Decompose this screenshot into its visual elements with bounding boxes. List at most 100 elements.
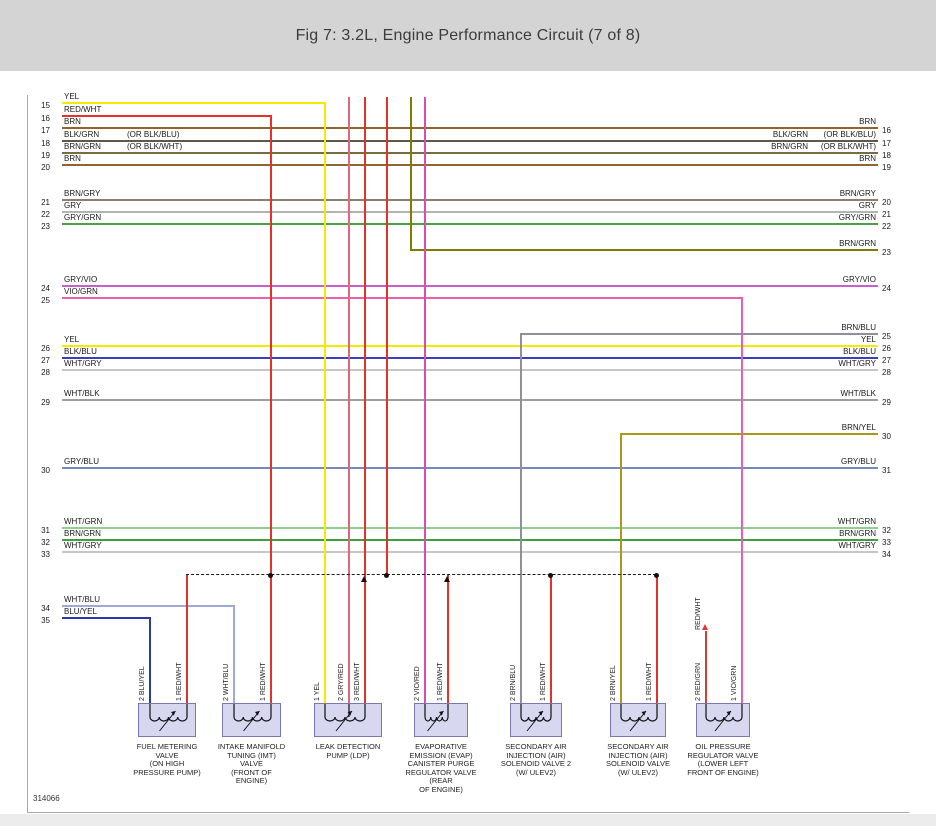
component-caption-line: (LOWER LEFT — [697, 759, 749, 768]
pin-number-left: 18 — [41, 139, 50, 148]
component-caption-line: CANISTER PURGE — [407, 759, 475, 768]
pin-number-left: 29 — [41, 398, 50, 407]
pin-number-right: 31 — [882, 466, 891, 475]
pin-number-left: 35 — [41, 616, 50, 625]
component-caption-line: SECONDARY AIR — [505, 742, 567, 751]
wire-color-label: WHT/BLK — [64, 389, 100, 398]
component-caption-line: (ON HIGH — [149, 759, 185, 768]
diagram-reference-number: 314066 — [33, 794, 60, 803]
wire-color-label: BRN/GRN — [64, 529, 101, 538]
splice-dot — [547, 572, 553, 578]
wire-line-ldp-yel-drop — [324, 102, 326, 704]
component-caption-line: OF ENGINE) — [419, 784, 463, 794]
pin-number-right: 30 — [882, 432, 891, 441]
diagram-border-bottom — [27, 812, 909, 813]
wire-line-wht-blk-29 — [62, 399, 878, 401]
wire-line-yel-15 — [62, 102, 324, 104]
component-pin-label: 2 BRN/YEL — [610, 665, 617, 701]
wire-line-blk-grn-18 — [62, 140, 878, 142]
wire-line-vio-grn-25 — [62, 297, 741, 299]
wire-color-label: WHT/BLK — [840, 389, 876, 398]
wire-alt-color-label: (OR BLK/BLU) — [823, 130, 876, 139]
wire-color-label: GRY/BLU — [64, 457, 99, 466]
wire-color-label: YEL — [860, 335, 876, 344]
component-caption-line: INTAKE MANIFOLD — [217, 742, 286, 751]
component-caption-line: TUNING (IMT) — [227, 750, 276, 760]
pin-number-left: 15 — [41, 101, 50, 110]
wire-line-brn-grn-23r — [410, 249, 878, 251]
component-pin-label: 2 GRY/RED — [338, 663, 345, 701]
wire-line-splice-feed-red-wht — [386, 97, 388, 576]
pin-number-left: 30 — [41, 466, 50, 475]
wire-line-blu-yel-drop — [149, 617, 151, 704]
wire-color-label: BRN/GRN — [839, 239, 876, 248]
wire-color-label: YEL — [64, 92, 80, 101]
wire-line-wht-gry-28 — [62, 369, 878, 371]
wire-alt-color-label: (OR BLK/WHT) — [820, 142, 876, 151]
wire-color-label: WHT/GRN — [837, 517, 876, 526]
pin-number-right: 23 — [882, 248, 891, 257]
component-caption: SECONDARY AIR INJECTION (AIR) SOLENOID VAL… — [583, 742, 693, 777]
wire-color-label: BRN/GRN — [64, 142, 101, 151]
wire-line-gry-grn-23 — [62, 223, 878, 225]
component-caption: EVAPORATIVE EMISSION (EVAP) CANISTER PURGE… — [386, 742, 496, 794]
component-pin-label: 2 BLU/YEL — [139, 666, 146, 701]
pin-number-right: 27 — [882, 356, 891, 365]
component-caption-line: PUMP (LDP) — [326, 750, 370, 760]
component-caption-line: VALVE — [239, 759, 264, 768]
pin-number-right: 21 — [882, 210, 891, 219]
wire-color-label: BRN — [859, 154, 876, 163]
wire-color-label: GRY/VIO — [842, 275, 876, 284]
wire-line-brn-grn-19 — [62, 152, 878, 154]
pin-number-left: 23 — [41, 222, 50, 231]
wire-color-label: BRN/GRN — [771, 142, 808, 151]
pin-number-left: 33 — [41, 550, 50, 559]
splice-arrow-icon — [443, 576, 450, 582]
wire-line-evap-red-wht-drop — [447, 575, 449, 704]
wire-color-label: GRY/GRN — [838, 213, 876, 222]
component-caption-line: PRESSURE PUMP) — [133, 767, 201, 777]
component-caption-line: SOLENOID VALVE 2 — [500, 759, 572, 768]
pin-number-left: 19 — [41, 151, 50, 160]
splice-arrow-icon — [360, 576, 367, 582]
wire-line-ldp-gry-red-drop — [348, 97, 350, 704]
component-caption: INTAKE MANIFOLD TUNING (IMT) VALVE (FRONT O… — [197, 742, 307, 786]
offpage-arrow-icon — [701, 624, 708, 630]
wire-line-brn-gry-21 — [62, 199, 878, 201]
pin-number-right: 28 — [882, 368, 891, 377]
solenoid-coil-icon — [520, 704, 552, 732]
wire-line-air2-red-wht-drop — [550, 575, 552, 704]
component-caption-line: SECONDARY AIR — [607, 742, 669, 751]
wire-line-blk-blu-27 — [62, 357, 878, 359]
wire-line-red-wht-16 — [62, 115, 270, 117]
pin-number-left: 24 — [41, 284, 50, 293]
component-caption-line: REGULATOR VALVE — [687, 750, 759, 760]
pin-number-left: 20 — [41, 163, 50, 172]
component-box-imt-valve — [222, 703, 281, 737]
wire-color-label: WHT/GRN — [64, 517, 103, 526]
pin-number-right: 24 — [882, 284, 891, 293]
page-margin-bottom — [0, 814, 936, 826]
component-caption: OIL PRESSURE REGULATOR VALVE (LOWER LEFT FR… — [668, 742, 778, 777]
component-caption: FUEL METERING VALVE (ON HIGH PRESSURE PUMP) — [112, 742, 222, 777]
component-box-leak-detection-pump — [314, 703, 382, 737]
pin-number-left: 34 — [41, 604, 50, 613]
wire-color-label: BRN/YEL — [841, 423, 876, 432]
splice-dot — [383, 572, 389, 578]
wire-color-label: WHT/GRY — [838, 541, 876, 550]
component-pin-label: 2 RED/GRN — [695, 662, 702, 701]
wire-color-label: BRN — [64, 154, 81, 163]
component-pin-label: 1 VIO/GRN — [731, 665, 738, 701]
solenoid-coil-icon — [149, 704, 188, 732]
pin-number-right: 20 — [882, 198, 891, 207]
pin-number-right: 34 — [882, 550, 891, 559]
wire-line-brn-grn-turn — [410, 97, 412, 250]
pin-number-left: 28 — [41, 368, 50, 377]
pin-number-right: 17 — [882, 139, 891, 148]
component-pin-label: 2 BRN/BLU — [510, 664, 517, 701]
component-caption-line: SOLENOID VALVE — [606, 759, 670, 768]
component-caption-line: OIL PRESSURE — [695, 742, 751, 751]
offpage-wire-label: RED/WHT — [695, 597, 702, 630]
wire-color-label: BLK/GRN — [64, 130, 100, 139]
component-box-oil-pressure-regulator-valve — [696, 703, 750, 737]
